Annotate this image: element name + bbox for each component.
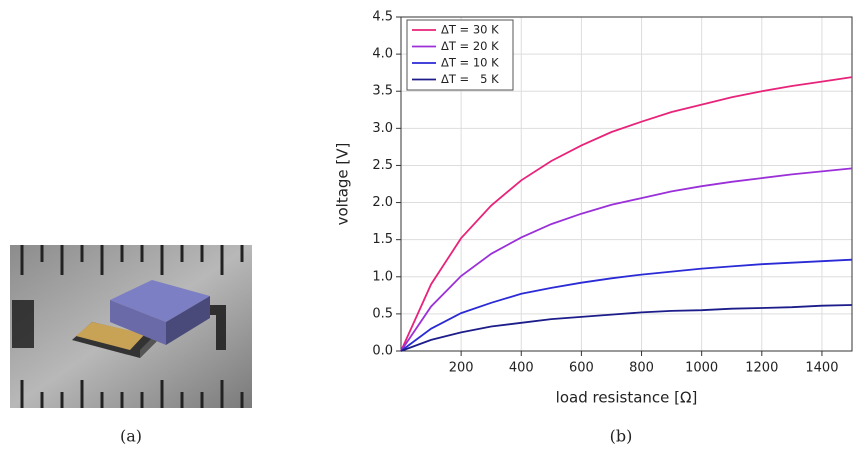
caption: (b) <box>610 427 633 446</box>
y-tick-label: 0.0 <box>372 344 393 359</box>
y-tick-label: 4.0 <box>372 47 393 62</box>
x-tick-label: 800 <box>629 361 654 376</box>
line-series <box>400 304 853 352</box>
chart: 0.0 0.5 1.0 1.5 2.0 2.5 3.0 3.5 4.0 4.5 200 400 600 8… <box>334 10 853 407</box>
y-axis-label: voltage [V] <box>334 143 352 226</box>
x-tick-label: 600 <box>569 361 594 376</box>
line-series <box>400 258 853 352</box>
photo <box>10 245 252 408</box>
legend-label: ΔT = 5 K <box>441 72 499 86</box>
caption: (a) <box>120 427 142 446</box>
x-tick-label: 200 <box>449 361 474 376</box>
y-tick-label: 3.5 <box>372 84 393 99</box>
x-tick-label: 400 <box>509 361 534 376</box>
x-tick-label: 1400 <box>805 361 838 376</box>
x-axis-label: load resistance [Ω] <box>556 389 698 407</box>
legend-label: ΔT = 10 K <box>441 56 499 70</box>
line-series <box>400 167 853 352</box>
y-tick-label: 0.5 <box>372 306 393 321</box>
x-tick-label: 1000 <box>685 361 718 376</box>
y-tick-label: 4.5 <box>372 10 393 25</box>
y-tick-label: 3.0 <box>372 121 393 136</box>
y-tick-label: 2.0 <box>372 195 393 210</box>
line-series <box>400 76 853 352</box>
y-tick-label: 1.0 <box>372 269 393 284</box>
legend-label: ΔT = 30 K <box>441 23 499 37</box>
y-tick-label: 1.5 <box>372 232 393 247</box>
x-tick-label: 1200 <box>745 361 778 376</box>
legend-box <box>406 19 514 91</box>
legend-label: ΔT = 20 K <box>441 39 499 53</box>
y-tick-label: 2.5 <box>372 158 393 173</box>
plot-frame <box>400 16 853 352</box>
